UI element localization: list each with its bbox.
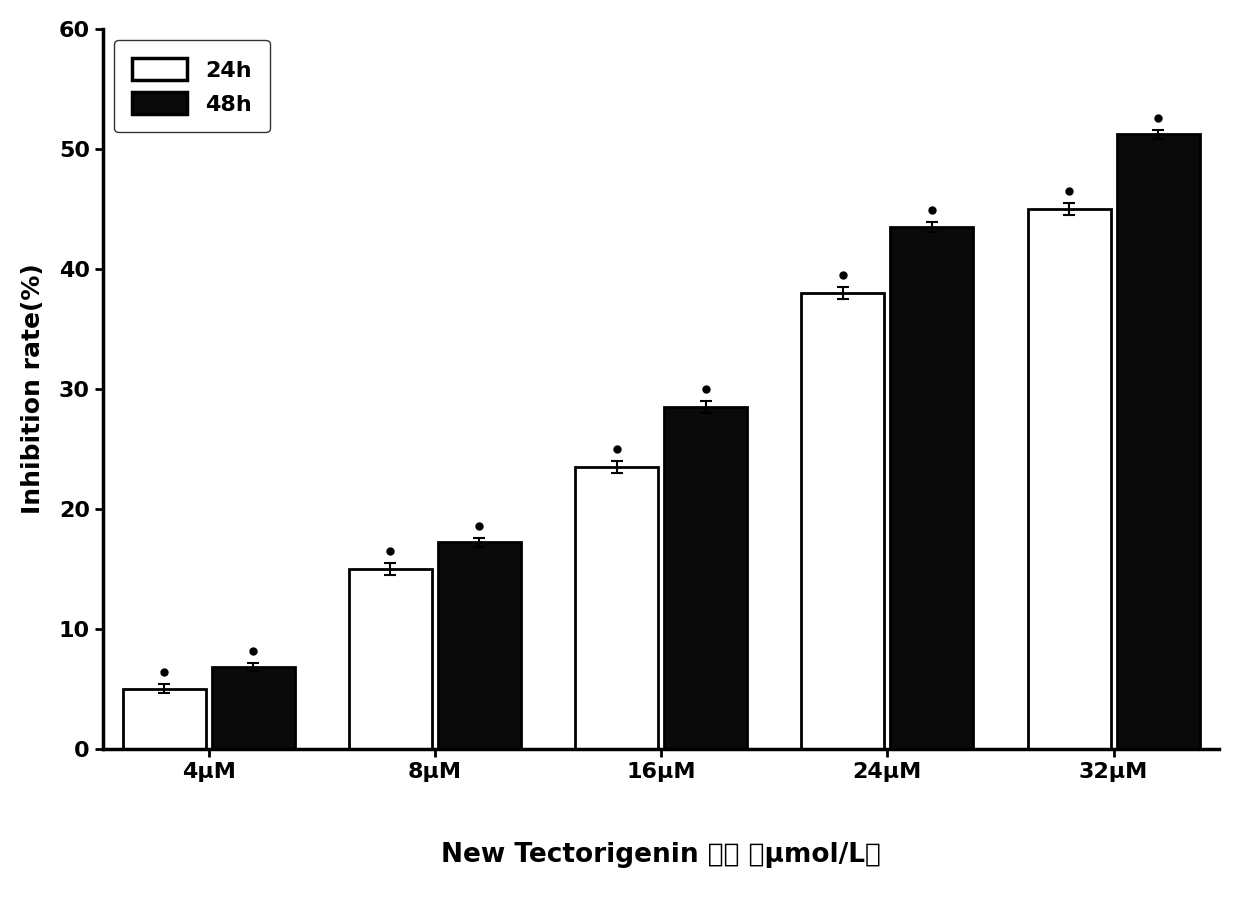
Bar bbox=[890, 226, 973, 749]
Bar bbox=[575, 467, 658, 749]
Y-axis label: Inhibition rate(%): Inhibition rate(%) bbox=[21, 263, 45, 514]
Bar bbox=[348, 569, 432, 749]
Text: New Tectorigenin 用量 （μmol/L）: New Tectorigenin 用量 （μmol/L） bbox=[441, 842, 882, 868]
Bar bbox=[438, 542, 521, 749]
Bar bbox=[123, 688, 206, 749]
Legend: 24h, 48h: 24h, 48h bbox=[114, 40, 270, 132]
Bar bbox=[1116, 134, 1199, 749]
Bar bbox=[212, 667, 295, 749]
Bar bbox=[801, 293, 884, 749]
Bar bbox=[665, 407, 746, 749]
Bar bbox=[1028, 209, 1111, 749]
